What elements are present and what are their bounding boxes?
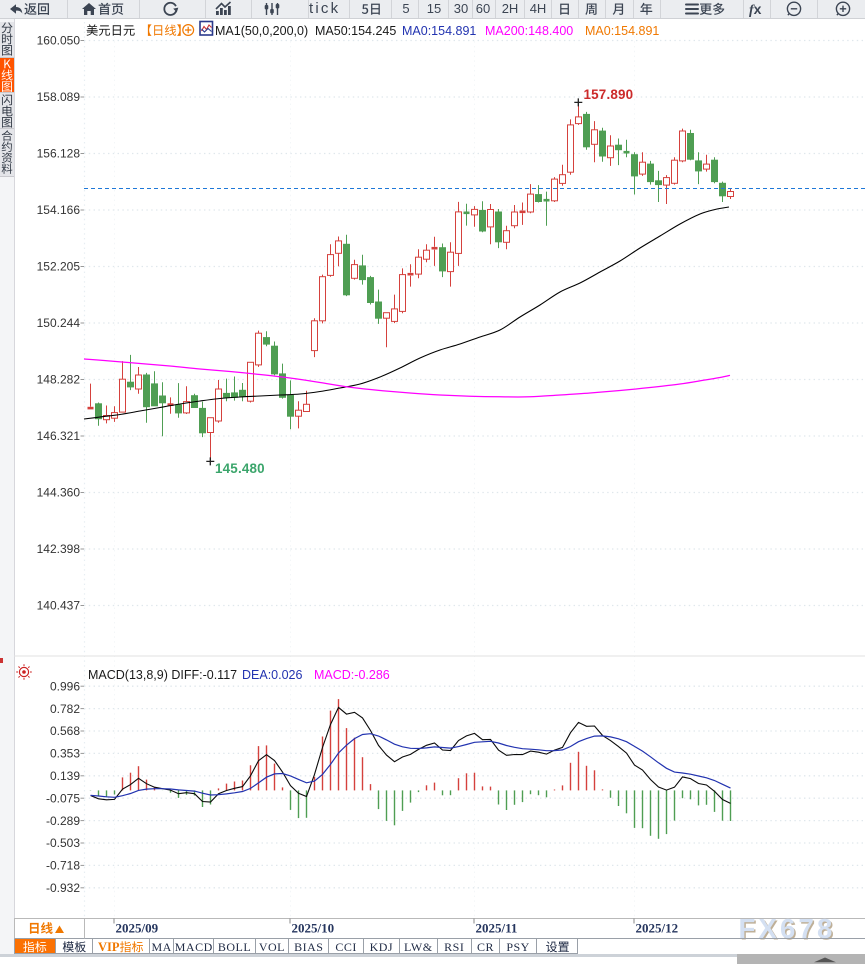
svg-text:0.139: 0.139 bbox=[50, 769, 80, 783]
svg-text:148.282: 148.282 bbox=[37, 373, 81, 387]
svg-text:FX678: FX678 bbox=[739, 913, 836, 944]
svg-text:VIP: VIP bbox=[98, 940, 120, 954]
svg-text:158.089: 158.089 bbox=[37, 90, 81, 104]
svg-text:140.437: 140.437 bbox=[37, 599, 81, 613]
svg-text:MACD:-0.286: MACD:-0.286 bbox=[314, 668, 390, 682]
svg-text:MACD(13,8,9) DIFF:-0.117: MACD(13,8,9) DIFF:-0.117 bbox=[88, 668, 237, 682]
svg-text:2025/11: 2025/11 bbox=[476, 921, 518, 936]
svg-text:144.360: 144.360 bbox=[37, 486, 81, 500]
svg-text:MA1(50,0,200,0): MA1(50,0,200,0) bbox=[215, 24, 308, 38]
svg-text:0.353: 0.353 bbox=[50, 747, 80, 761]
svg-text:DEA:0.026: DEA:0.026 bbox=[242, 668, 303, 682]
svg-text:MA50:154.245: MA50:154.245 bbox=[315, 24, 396, 38]
svg-text:-0.503: -0.503 bbox=[46, 836, 80, 850]
svg-text:156.128: 156.128 bbox=[37, 147, 81, 161]
svg-text:145.480: 145.480 bbox=[215, 461, 265, 476]
svg-text:2025/10: 2025/10 bbox=[292, 921, 335, 936]
svg-text:MA200:148.400: MA200:148.400 bbox=[485, 24, 573, 38]
svg-text:160.050: 160.050 bbox=[37, 34, 81, 48]
svg-text:142.398: 142.398 bbox=[37, 542, 81, 556]
svg-text:MA0:154.891: MA0:154.891 bbox=[402, 24, 476, 38]
svg-text:MA0:154.891: MA0:154.891 bbox=[585, 24, 659, 38]
svg-text:0.996: 0.996 bbox=[50, 679, 80, 693]
svg-text:0.782: 0.782 bbox=[50, 702, 80, 716]
svg-text:157.890: 157.890 bbox=[584, 87, 634, 102]
svg-text:2025/12: 2025/12 bbox=[636, 921, 679, 936]
svg-text:-0.718: -0.718 bbox=[46, 859, 80, 873]
svg-text:2025/09: 2025/09 bbox=[116, 921, 159, 936]
svg-text:-0.289: -0.289 bbox=[46, 814, 80, 828]
svg-text:150.244: 150.244 bbox=[37, 316, 81, 330]
svg-text:0.568: 0.568 bbox=[50, 724, 80, 738]
svg-text:-0.932: -0.932 bbox=[46, 881, 80, 895]
svg-text:154.166: 154.166 bbox=[37, 203, 81, 217]
svg-text:152.205: 152.205 bbox=[37, 260, 81, 274]
svg-text:-0.075: -0.075 bbox=[46, 791, 80, 805]
svg-text:FX678: FX678 bbox=[740, 914, 837, 945]
svg-text:146.321: 146.321 bbox=[37, 429, 81, 443]
